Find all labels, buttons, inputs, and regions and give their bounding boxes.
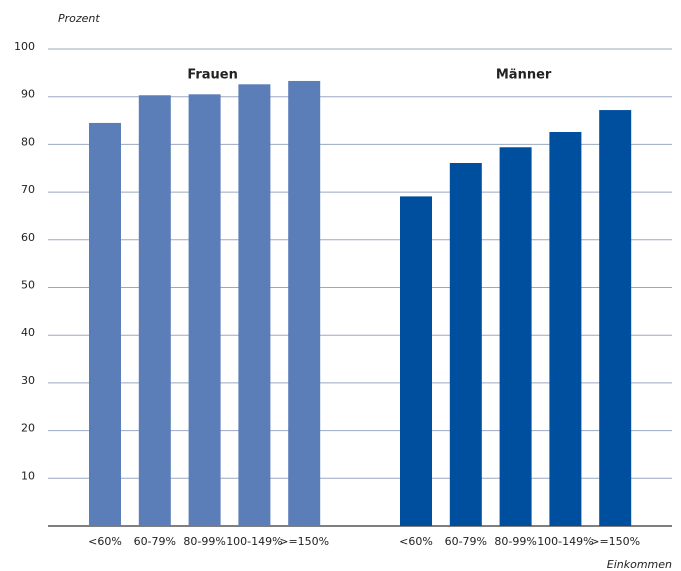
y-axis-label: Prozent: [58, 12, 100, 25]
bar: [188, 94, 221, 526]
x-axis-label: Einkommen: [607, 558, 672, 571]
bar: [238, 84, 271, 526]
group-label: Männer: [496, 68, 552, 83]
y-tick-label: 90: [21, 88, 35, 101]
y-tick-label: 60: [21, 231, 35, 244]
x-tick-label: <60%: [88, 535, 122, 548]
y-tick-label: 40: [21, 326, 35, 339]
bar: [138, 95, 171, 527]
bar: [449, 163, 482, 527]
y-tick-label: 100: [14, 40, 35, 53]
bar: [89, 122, 121, 526]
y-tick-label: 70: [21, 183, 35, 196]
x-tick-label: 100-149%: [537, 535, 593, 548]
bar: [499, 147, 532, 526]
bar: [288, 80, 321, 527]
x-tick-label: >=150%: [590, 535, 640, 548]
y-tick-label: 50: [21, 279, 35, 292]
bar: [549, 131, 582, 527]
y-tick-label: 80: [21, 135, 35, 148]
bar: [400, 196, 432, 526]
x-tick-label: 80-99%: [494, 535, 536, 548]
x-tick-label: 100-149%: [226, 535, 282, 548]
bar: [599, 110, 632, 526]
x-tick-label: 60-79%: [134, 535, 176, 548]
y-tick-label: 20: [21, 422, 35, 435]
group-label: Frauen: [187, 68, 238, 83]
x-tick-label: <60%: [399, 535, 433, 548]
y-tick-label: 10: [21, 469, 35, 482]
y-tick-label: 30: [21, 374, 35, 387]
x-tick-label: >=150%: [279, 535, 329, 548]
x-tick-label: 60-79%: [445, 535, 487, 548]
x-tick-label: 80-99%: [183, 535, 225, 548]
